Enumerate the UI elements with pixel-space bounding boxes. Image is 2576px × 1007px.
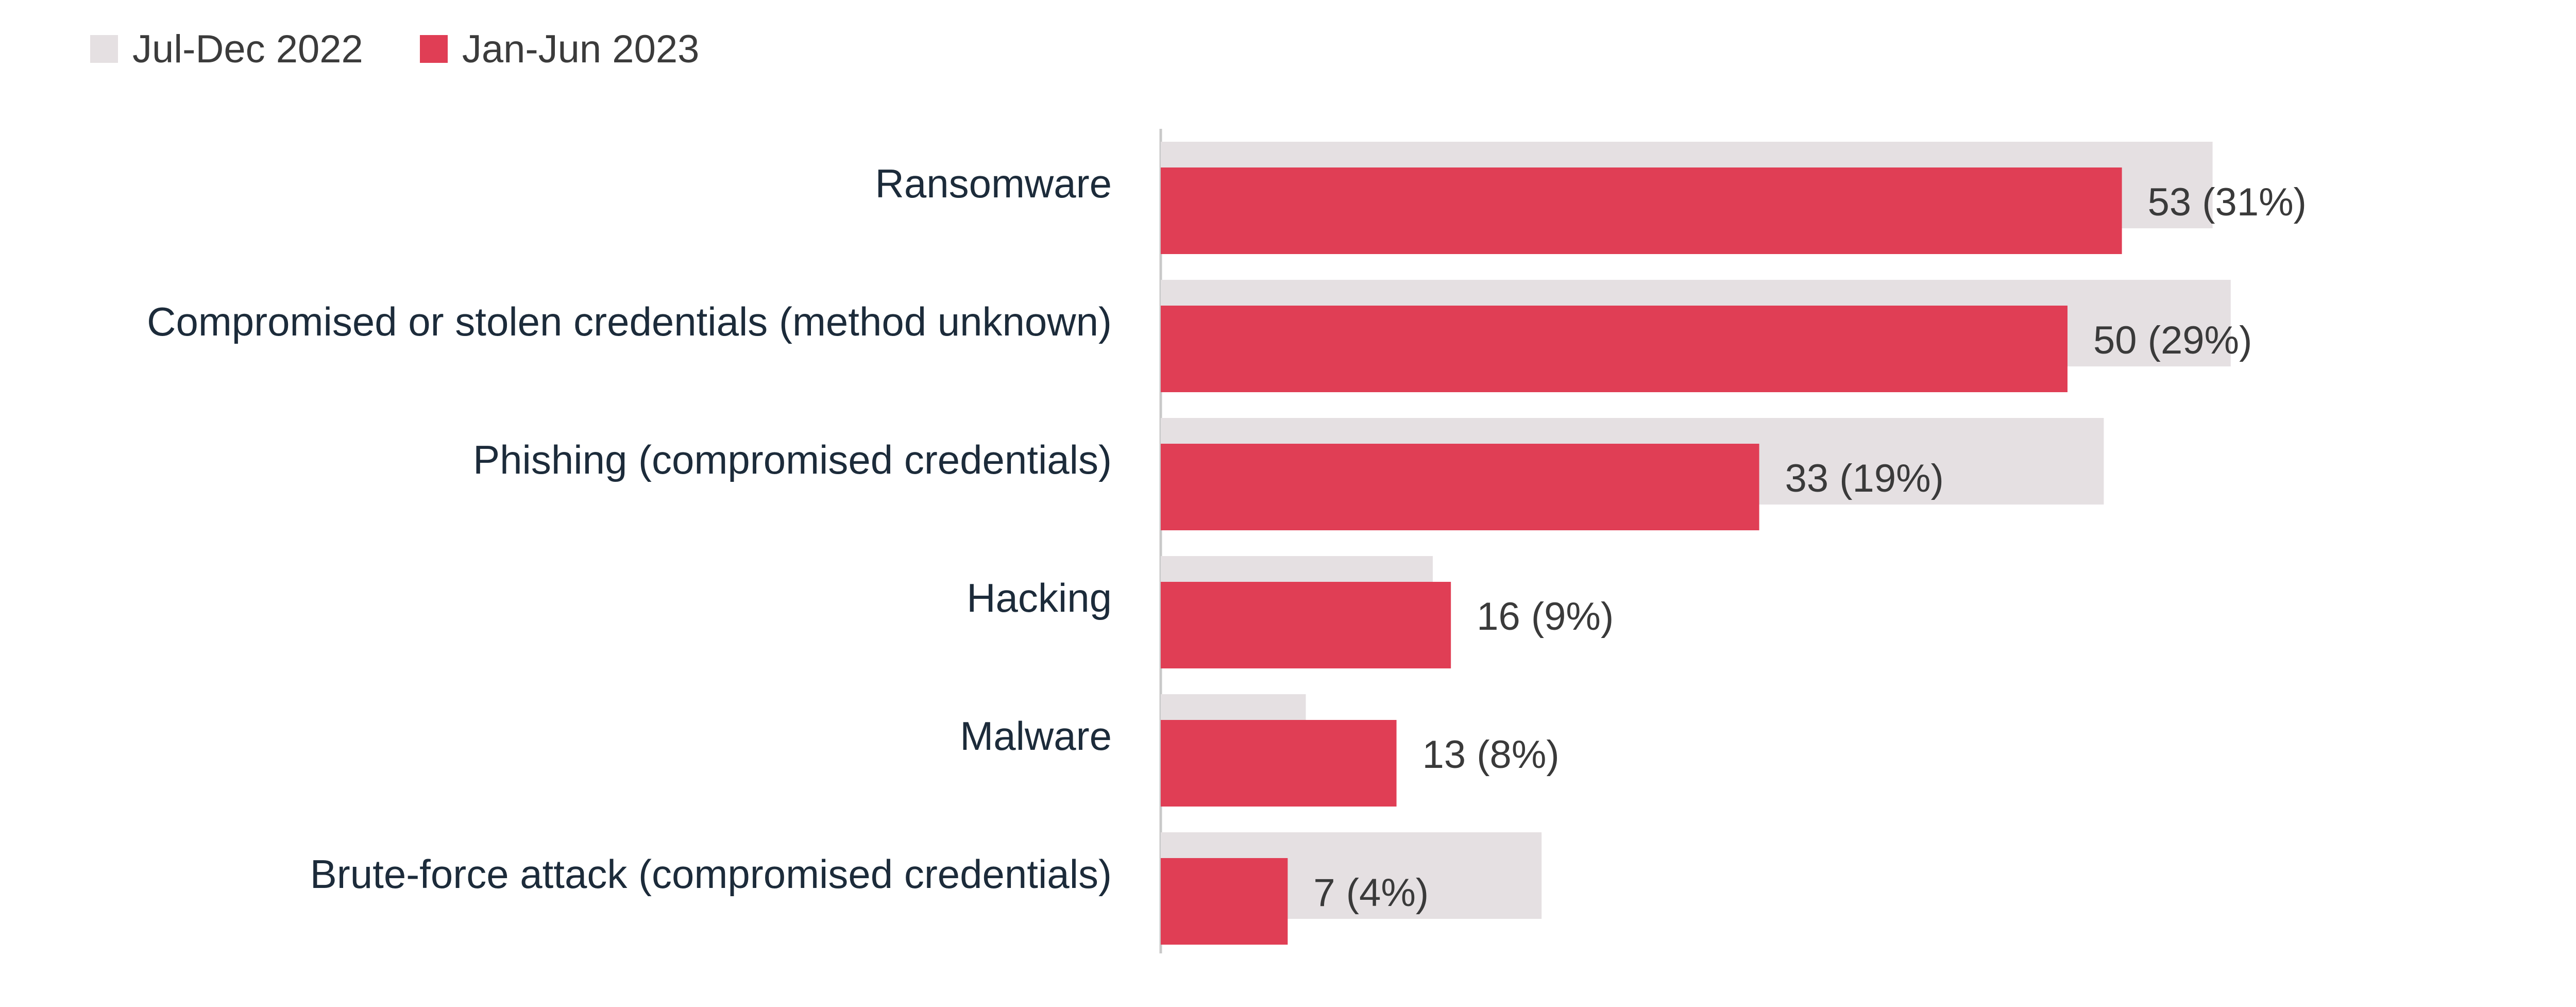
legend-label-current: Jan-Jun 2023 [462, 27, 700, 71]
bar-current-5 [1161, 858, 1288, 945]
data-label-5: 7 (4%) [1313, 871, 1429, 915]
category-label-3: Hacking [967, 575, 1112, 620]
data-label-4: 13 (8%) [1422, 733, 1560, 777]
category-label-2: Phishing (compromised credentials) [473, 437, 1112, 482]
data-label-3: 16 (9%) [1477, 595, 1614, 639]
legend-item-prior: Jul-Dec 2022 [90, 27, 363, 72]
category-label-4: Malware [960, 713, 1112, 759]
category-label-0: Ransomware [875, 161, 1112, 206]
legend-swatch-current [419, 35, 448, 63]
legend: Jul-Dec 2022 Jan-Jun 2023 [90, 21, 699, 77]
bar-current-1 [1161, 306, 2067, 392]
bar-current-0 [1161, 167, 2122, 254]
bar-current-2 [1161, 444, 1759, 530]
category-label-5: Brute-force attack (compromised credenti… [310, 851, 1112, 897]
bar-current-3 [1161, 582, 1451, 668]
legend-label-prior: Jul-Dec 2022 [132, 27, 363, 71]
legend-item-current: Jan-Jun 2023 [419, 27, 700, 72]
bar-current-4 [1161, 720, 1397, 807]
data-label-2: 33 (19%) [1785, 457, 1944, 500]
data-label-0: 53 (31%) [2148, 180, 2307, 224]
legend-swatch-prior [90, 35, 118, 63]
data-label-1: 50 (29%) [2093, 318, 2252, 362]
category-label-1: Compromised or stolen credentials (metho… [147, 299, 1112, 344]
